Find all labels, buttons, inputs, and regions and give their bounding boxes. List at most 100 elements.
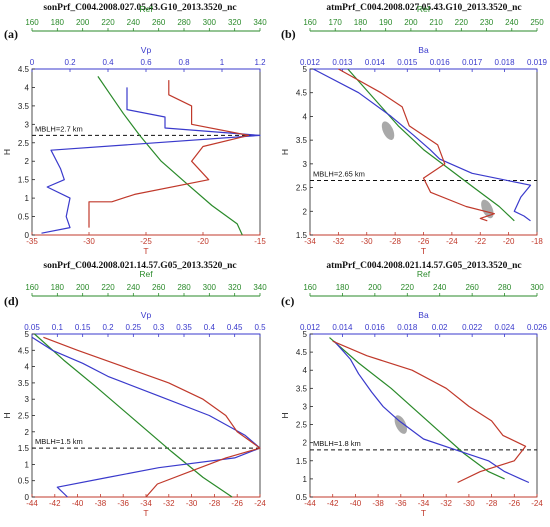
y-tick-label: 2 (25, 428, 30, 437)
y-tick-label: 0.5 (18, 477, 30, 486)
blue-tick-label: 0.016 (365, 323, 386, 332)
temperature-tick-label: -38 (372, 499, 384, 508)
chart-panel-3: sonPrf_C004.2008.021.14.57.G05_2013.3520… (2, 261, 267, 518)
ref-tick-label: 170 (329, 18, 343, 27)
temperature-tick-label: -32 (163, 499, 175, 508)
y-tick-label: 0.5 (296, 493, 308, 502)
y-tick-label: 4.5 (18, 65, 30, 74)
temperature-tick-label: -26 (231, 499, 243, 508)
temperature-axis-label: T (421, 246, 426, 256)
panel-label: (c) (281, 294, 294, 308)
y-tick-label: 3 (25, 395, 30, 404)
temperature-tick-label: -15 (254, 237, 266, 246)
blue-tick-label: 0.018 (397, 323, 418, 332)
ref-tick-label: 200 (76, 18, 90, 27)
y-tick-label: 5 (303, 330, 308, 339)
blue-tick-label: 0.15 (75, 323, 91, 332)
y-tick-label: 1.5 (296, 231, 308, 240)
y-axis-label: H (2, 149, 12, 155)
ref-tick-label: 220 (401, 283, 415, 292)
ref-tick-label: 210 (429, 18, 443, 27)
y-tick-label: 2.5 (18, 412, 30, 421)
y-tick-label: 4 (25, 83, 30, 92)
blue-tick-label: 0.022 (462, 323, 483, 332)
ref-tick-label: 340 (253, 18, 267, 27)
blue-tick-label: 0.024 (495, 323, 516, 332)
y-tick-label: 4 (303, 366, 308, 375)
ref-axis-label: Ref (139, 4, 153, 14)
blue-tick-label: 0.6 (140, 58, 152, 67)
temperature-tick-label: -42 (327, 499, 339, 508)
blue-tick-label: 0.4 (204, 323, 216, 332)
y-tick-label: 0 (25, 493, 30, 502)
y-tick-label: 3 (303, 160, 308, 169)
chart-title: atmPrf_C004.2008.027.05.43.G10_2013.3520… (326, 3, 521, 13)
blue-axis-label: Vp (141, 45, 152, 55)
blue-axis-label: Vp (141, 310, 152, 320)
y-tick-label: 1 (303, 475, 308, 484)
y-tick-label: 2 (303, 439, 308, 448)
temperature-tick-label: -42 (49, 499, 61, 508)
y-axis-label: H (280, 149, 290, 155)
panel-label: (d) (4, 294, 19, 308)
y-tick-label: 1.5 (18, 176, 30, 185)
chart-title: sonPrf_C004.2008.021.14.57.G05_2013.3520… (43, 261, 236, 271)
temperature-series-line (338, 68, 495, 222)
chart-panel-4: atmPrf_C004.2008.021.14.57.G05_2013.3520… (280, 261, 548, 518)
temperature-tick-label: -44 (304, 499, 316, 508)
temperature-tick-label: -20 (503, 237, 515, 246)
temperature-tick-label: -36 (395, 499, 407, 508)
blue-tick-label: 0.012 (300, 58, 321, 67)
ref-tick-label: 260 (465, 283, 479, 292)
ref-series-line (347, 68, 515, 222)
ref-series-line (34, 333, 233, 498)
ref-tick-label: 220 (101, 283, 115, 292)
temperature-series-line (43, 336, 261, 498)
temperature-tick-label: -28 (389, 237, 401, 246)
temperature-axis-label: T (143, 508, 148, 518)
blue-tick-label: 0 (30, 58, 35, 67)
ref-tick-label: 220 (455, 18, 469, 27)
ref-tick-label: 280 (498, 283, 512, 292)
y-tick-label: 3.5 (296, 384, 308, 393)
blue-tick-label: 0.019 (527, 58, 548, 67)
mblh-label: MBLH=2.7 km (35, 124, 83, 133)
blue-tick-label: 0.35 (176, 323, 192, 332)
mblh-label: MBLH=1.5 km (35, 437, 83, 446)
temperature-tick-label: -38 (95, 499, 107, 508)
y-tick-label: 3.5 (296, 136, 308, 145)
blue-tick-label: 0.026 (527, 323, 548, 332)
mblh-label: MBLH=2.65 km (313, 169, 365, 178)
ref-axis-label: Ref (417, 269, 431, 279)
ref-tick-label: 240 (505, 18, 519, 27)
blue-tick-label: 0.4 (102, 58, 114, 67)
y-tick-label: 4 (25, 363, 30, 372)
ref-tick-label: 160 (25, 283, 39, 292)
ref-axis-label: Ref (417, 4, 431, 14)
y-tick-label: 4.5 (18, 346, 30, 355)
y-tick-label: 2.5 (18, 139, 30, 148)
temperature-tick-label: -30 (463, 499, 475, 508)
blue-tick-label: 0.3 (153, 323, 165, 332)
ref-tick-label: 200 (404, 18, 418, 27)
blue-tick-label: 0.2 (64, 58, 76, 67)
ref-tick-label: 190 (379, 18, 393, 27)
blue-tick-label: 0.02 (432, 323, 448, 332)
blue-tick-label: 0.016 (430, 58, 451, 67)
ref-tick-label: 240 (127, 283, 141, 292)
temperature-tick-label: -28 (209, 499, 221, 508)
plot-frame (309, 333, 538, 498)
blue-tick-label: 0.5 (254, 323, 266, 332)
ref-tick-label: 320 (228, 283, 242, 292)
blue-axis-label: Ba (418, 45, 429, 55)
ref-tick-label: 180 (354, 18, 368, 27)
ref-tick-label: 200 (76, 283, 90, 292)
ref-tick-label: 240 (127, 18, 141, 27)
ref-axis-label: Ref (139, 269, 153, 279)
plot-frame (31, 68, 261, 236)
blue-tick-label: 0.014 (365, 58, 386, 67)
temperature-tick-label: -34 (418, 499, 430, 508)
y-tick-label: 1.5 (296, 457, 308, 466)
blue-series-line (31, 336, 261, 498)
